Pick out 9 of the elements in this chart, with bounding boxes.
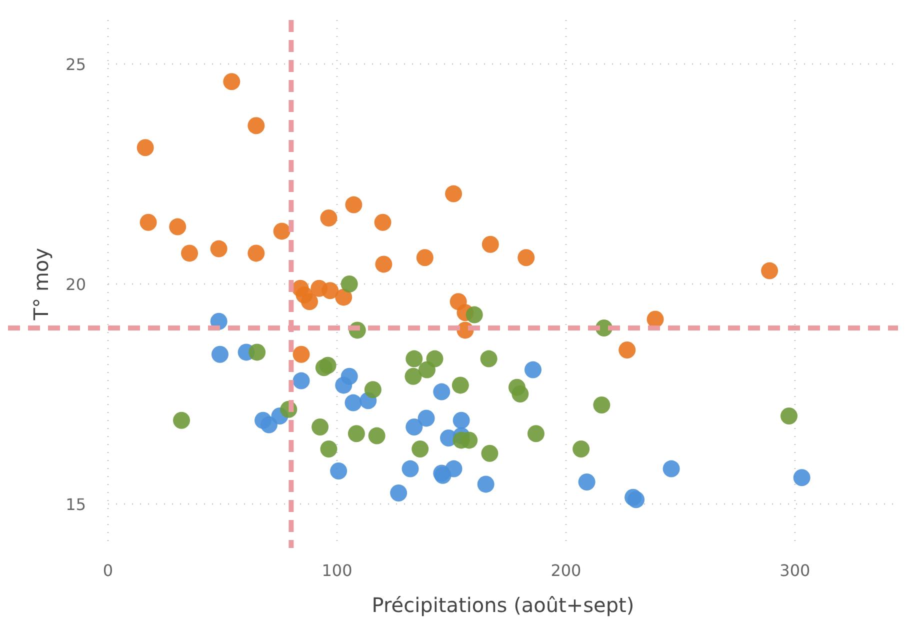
x-tick-label: 200 — [550, 561, 582, 580]
y-tick-label: 20 — [66, 275, 86, 294]
y-tick-label: 15 — [66, 495, 86, 514]
x-tick-label: 100 — [322, 561, 352, 580]
y-tick-label: 25 — [66, 55, 86, 74]
x-axis-title: Précipitations (août+sept) — [372, 593, 634, 617]
x-tick-label: 300 — [780, 561, 810, 580]
y-axis-title: T° moy — [29, 248, 53, 322]
x-tick-label: 0 — [102, 561, 114, 580]
